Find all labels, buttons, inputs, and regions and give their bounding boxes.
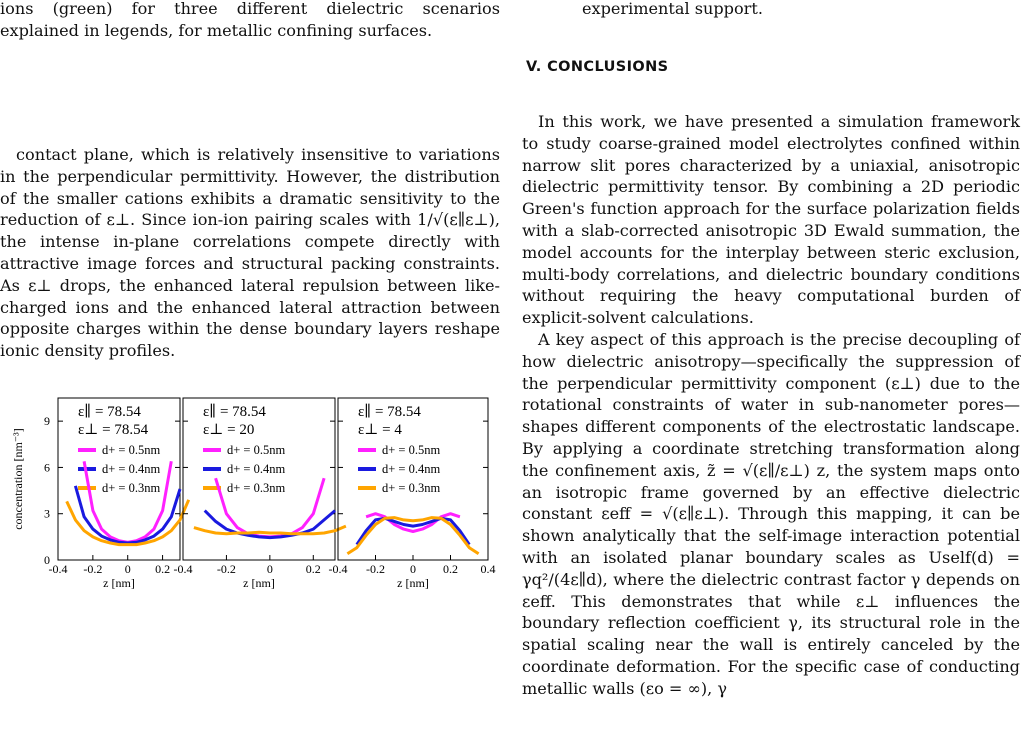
x-tick-label: 0.4 [481,562,496,576]
eps-parallel-label: ε∥ = 78.54 [358,403,421,420]
y-axis-label: concentration [nm⁻³] [11,428,25,530]
right-top-fragment: experimental support. [582,0,763,18]
legend-label: d+ = 0.5nm [102,443,160,457]
eps-parallel-label: ε∥ = 78.54 [78,403,141,420]
legend-label: d+ = 0.4nm [227,462,285,476]
series-line [203,509,336,540]
y-tick-label: 6 [44,460,50,474]
eps-parallel-label: ε∥ = 78.54 [203,403,266,420]
legend-label: d+ = 0.5nm [227,443,285,457]
series-line [73,485,182,545]
conclusions-paragraph-2: A key aspect of this approach is the pre… [522,329,1020,698]
panel-2: -0.4 -0.2 0 0.2 z [nm] ε∥ = 78.54 ε⊥ = 20 d+ = … [174,397,347,590]
y-tick-label: 3 [44,507,50,521]
legend-label: d+ = 0.3nm [102,481,160,495]
series-line [193,524,347,536]
eps-perp-label: ε⊥ = 4 [358,422,402,438]
series-line [365,512,461,533]
x-axis-label: z [nm] [103,576,135,590]
series-line [346,516,480,556]
x-tick-label: 0.2 [443,562,458,576]
legend-label: d+ = 0.3nm [227,481,285,495]
left-paragraph: contact plane, which is relatively insen… [0,145,500,361]
legend-label: d+ = 0.3nm [382,481,440,495]
x-tick-label: 0 [410,562,416,576]
section-title: V. CONCLUSIONS [526,59,669,75]
panel-frame [57,397,181,561]
panel-1: -0.4 -0.2 0 0.2 z [nm] ε∥ = 78.54 ε⊥ = 78.54 d+… [49,397,191,590]
concentration-figure: concentration [nm⁻³] 0 3 6 9 -0.4 -0.2 0 0.2 z [n… [11,397,496,590]
legend-label: d+ = 0.5nm [382,443,440,457]
x-tick-label: 0.2 [306,562,321,576]
x-tick-label: -0.4 [329,562,348,576]
legend-label: d+ = 0.4nm [102,462,160,476]
x-tick-label: -0.4 [174,562,193,576]
x-tick-label: -0.2 [366,562,385,576]
x-axis-label: z [nm] [243,576,275,590]
panel-3: -0.4 -0.2 0 0.2 0.4 z [nm] ε∥ = 78.54 ε⊥ = 4 d+ … [329,397,496,590]
series-line [355,516,471,546]
x-tick-label: -0.2 [217,562,236,576]
conclusions-body: In this work, we have presented a simula… [522,111,1020,700]
figure-caption-tail: ions (green) for three different dielect… [0,0,500,40]
panel-frame [182,397,336,561]
x-tick-label: -0.2 [83,562,102,576]
x-tick-label: -0.4 [49,562,68,576]
x-tick-label: 0.2 [155,562,170,576]
eps-perp-label: ε⊥ = 78.54 [78,422,149,438]
x-tick-label: 0 [267,562,273,576]
conclusions-paragraph-1: In this work, we have presented a simula… [522,112,1020,328]
y-tick-label: 0 [44,553,50,567]
left-body: contact plane, which is relatively insen… [0,144,500,362]
eps-perp-label: ε⊥ = 20 [203,422,254,438]
y-tick-label: 9 [44,414,50,428]
x-axis-label: z [nm] [397,576,429,590]
series-line [65,499,191,547]
x-tick-label: 0 [125,562,131,576]
legend-label: d+ = 0.4nm [382,462,440,476]
